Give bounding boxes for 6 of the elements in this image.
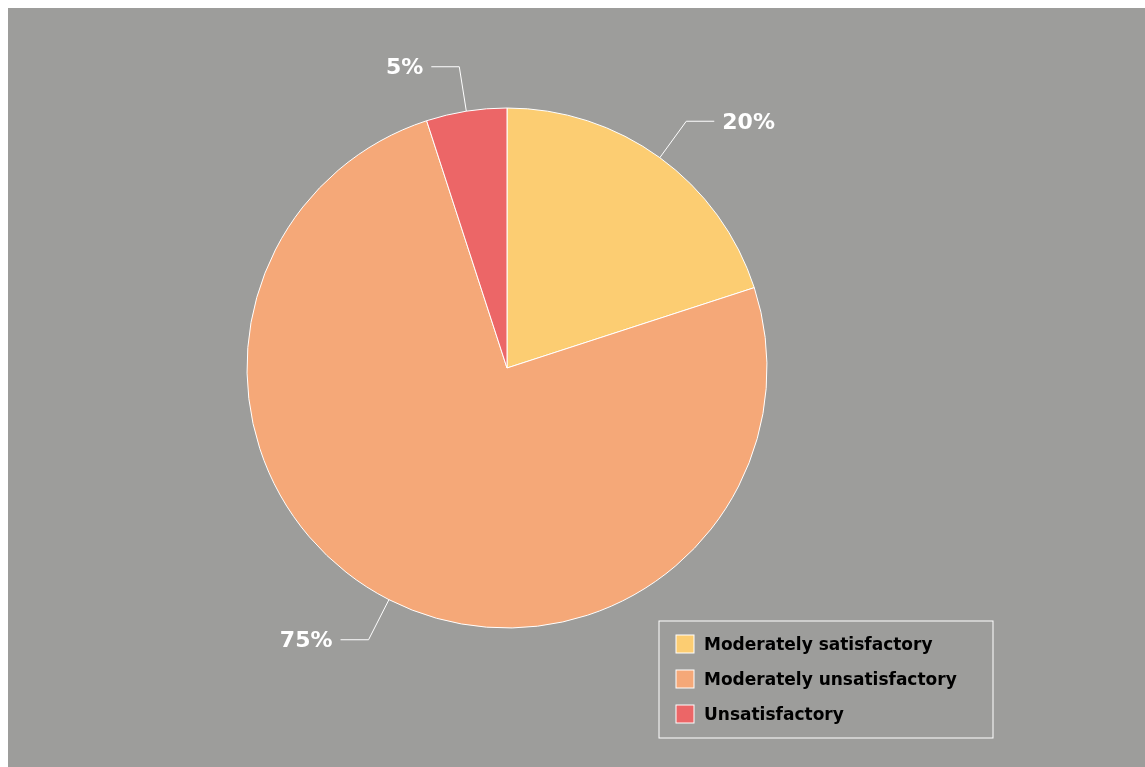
legend-label: Moderately satisfactory <box>704 633 933 654</box>
data-label: 20% <box>722 108 775 134</box>
legend-label: Unsatisfactory <box>704 703 844 724</box>
data-label: 5% <box>385 54 424 80</box>
data-label: 75% <box>279 627 333 653</box>
legend-label: Moderately unsatisfactory <box>704 668 957 689</box>
